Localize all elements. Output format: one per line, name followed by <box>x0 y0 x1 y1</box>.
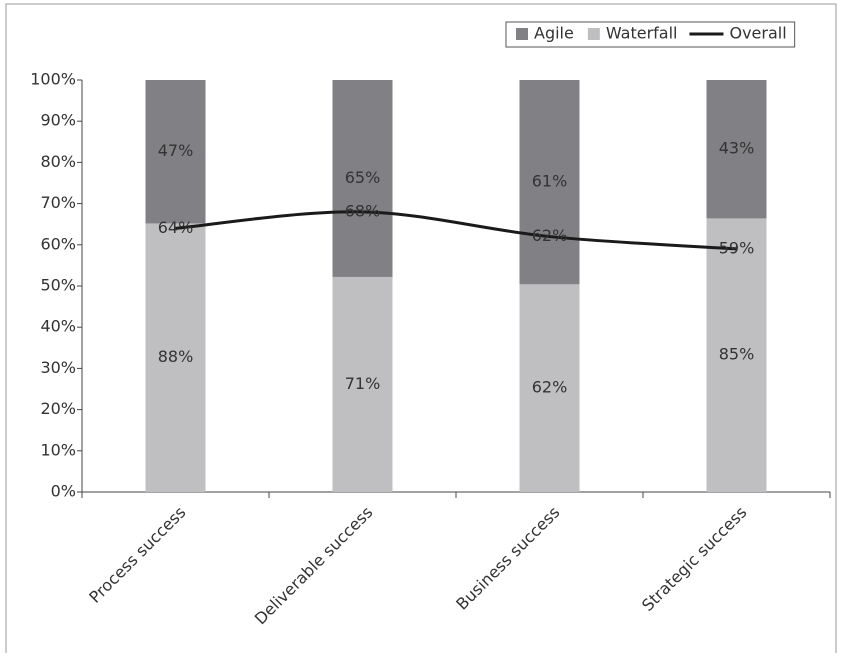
y-tick-label: 10% <box>40 440 76 459</box>
bar-segment <box>519 80 580 285</box>
bar-segment <box>706 80 767 219</box>
y-tick-label: 0% <box>51 482 76 501</box>
data-label: 47% <box>158 141 194 160</box>
y-tick-label: 70% <box>40 193 76 212</box>
data-label: 62% <box>532 226 568 245</box>
x-tick-label: Process success <box>85 503 189 607</box>
data-label: 65% <box>345 168 381 187</box>
data-label: 61% <box>532 172 568 191</box>
data-label: 85% <box>719 345 755 364</box>
x-tick-label: Deliverable success <box>251 503 377 629</box>
data-label: 68% <box>345 201 381 220</box>
data-label: 88% <box>158 347 194 366</box>
y-tick-label: 90% <box>40 111 76 130</box>
bar-segment <box>145 80 206 224</box>
bar-segment <box>519 284 580 492</box>
data-label: 59% <box>719 238 755 257</box>
legend-swatch <box>516 28 528 40</box>
y-tick-label: 40% <box>40 317 76 336</box>
x-tick-label: Business success <box>452 503 563 614</box>
legend-box <box>505 21 796 48</box>
line <box>175 210 737 251</box>
frame <box>5 3 837 657</box>
data-label: 71% <box>345 374 381 393</box>
legend-label: Agile <box>534 24 574 43</box>
data-label: 43% <box>719 139 755 158</box>
data-label: 62% <box>532 378 568 397</box>
y-tick-label: 60% <box>40 234 76 253</box>
legend-label: Overall <box>729 24 786 43</box>
y-tick-label: 20% <box>40 399 76 418</box>
data-label: 64% <box>158 218 194 237</box>
y-tick-label: 100% <box>30 70 76 89</box>
bar-segment <box>332 80 393 277</box>
legend-swatch <box>587 28 600 40</box>
legend-label: Waterfall <box>606 24 678 43</box>
y-tick-label: 50% <box>40 276 76 295</box>
y-tick-label: 30% <box>40 358 76 377</box>
bar-segment <box>332 276 393 492</box>
bar-segment <box>145 223 206 492</box>
y-tick-label: 80% <box>40 152 76 171</box>
bar-segment <box>706 218 767 492</box>
legend: Agile Waterfall Overall <box>505 21 796 48</box>
x-tick-label: Strategic success <box>638 503 750 615</box>
